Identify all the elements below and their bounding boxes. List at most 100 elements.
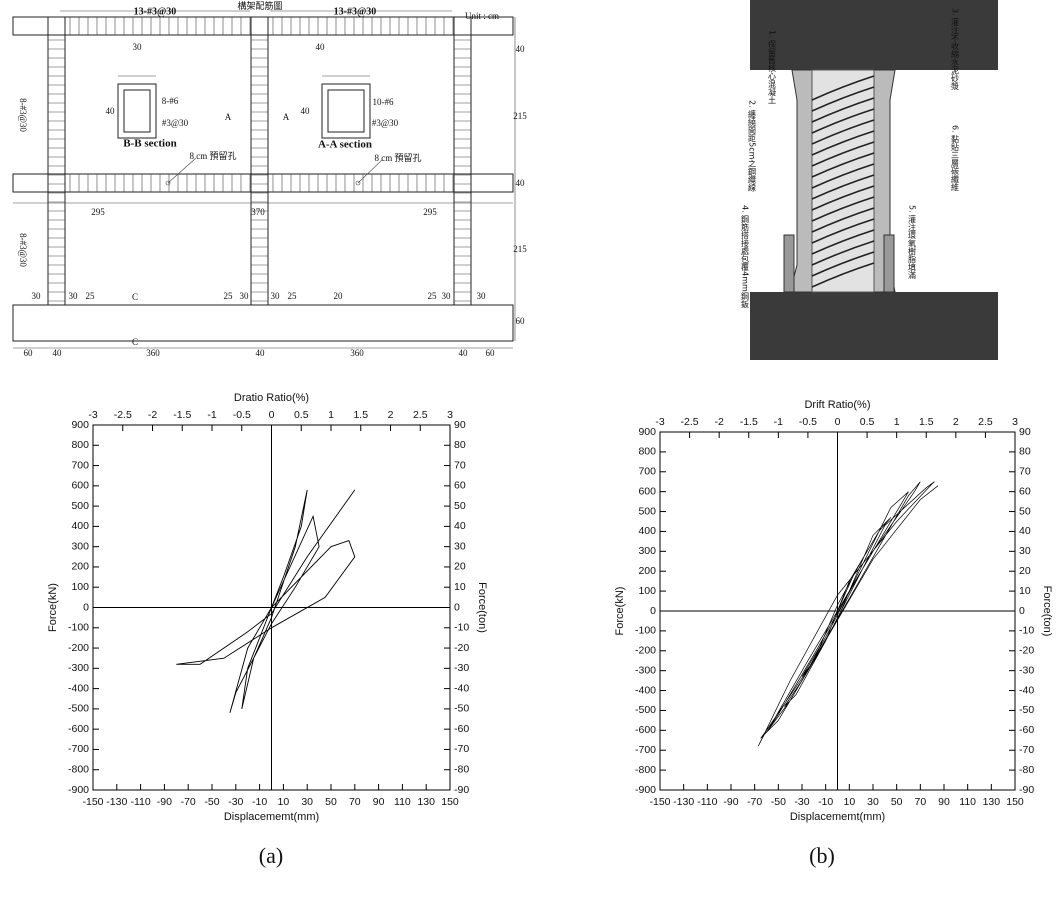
x-tick-label: 50: [891, 796, 903, 808]
helix: [811, 75, 875, 288]
y-tick-label: 700: [638, 466, 656, 478]
cable: [811, 108, 875, 134]
drawing-label: 30: [442, 291, 452, 301]
y-tick-label: -400: [68, 682, 89, 694]
x-tick-label: 70: [914, 796, 926, 808]
y2-tick-label: -30: [454, 662, 469, 674]
drawing-label: 30: [133, 42, 143, 52]
drawing-label: 360: [146, 348, 160, 358]
x-tick-label: 110: [394, 796, 411, 808]
y2-tick-label: 40: [1019, 525, 1031, 537]
diagram-label: 6. 黏貼三層碳纖維: [951, 125, 960, 192]
x2-tick-label: -3: [88, 409, 97, 421]
y2-tick-label: 60: [454, 480, 466, 492]
y-tick-label: 600: [71, 480, 89, 492]
drawing-title: 構架配筋圖: [237, 0, 282, 11]
y-axis-label: Force(kN): [47, 583, 59, 632]
x-tick-label: 130: [417, 796, 435, 808]
drawing-label: 40: [106, 106, 116, 116]
drawing-label: 370: [251, 207, 265, 217]
x-tick-label: -30: [794, 796, 809, 808]
x2-tick-label: 3: [447, 409, 453, 421]
y-tick-label: 200: [638, 565, 656, 577]
cable: [811, 185, 875, 211]
chart-title: Drift Ratio(%): [804, 399, 870, 411]
y-tick-label: -200: [68, 642, 89, 654]
y-tick-label: -600: [68, 723, 89, 735]
drawing-label: 25: [224, 291, 234, 301]
drawing-label: 13-#3@30: [134, 6, 177, 17]
x-tick-label: 90: [938, 796, 950, 808]
y2-tick-label: -60: [454, 723, 469, 735]
y-tick-label: -200: [635, 645, 656, 657]
top-block: [750, 0, 998, 70]
y2-tick-label: -40: [1019, 684, 1034, 696]
drawing-label: 8-#3@30: [18, 233, 28, 267]
y-tick-label: 700: [71, 459, 89, 471]
y-tick-label: -100: [635, 625, 656, 637]
y-tick-label: -600: [635, 724, 656, 736]
x2-tick-label: -2: [148, 409, 157, 421]
y2-tick-label: -30: [1019, 664, 1034, 676]
x-tick-label: -150: [82, 796, 103, 808]
diagram-label: 1. 保留舊核心混凝土: [768, 30, 777, 104]
repair-diagram: 1. 保留舊核心混凝土 2. 纏繞間距5cm之鋼纜線 3. 灌注不收縮水泥砂漿 4. …: [741, 0, 998, 360]
y-tick-label: 500: [71, 500, 89, 512]
y2-tick-label: -60: [1019, 724, 1034, 736]
y2-axis-label: Force(ton): [1041, 586, 1053, 637]
drawing-label: 30: [477, 291, 487, 301]
diagram-label: 4. 鋼筋搭接處包覆4mm鋼鈑: [741, 205, 750, 309]
x2-tick-label: -2.5: [114, 409, 132, 421]
middle-beam: [12, 173, 514, 193]
y2-tick-label: 90: [454, 419, 466, 431]
drawing-label: 8 cm 預留孔: [190, 150, 237, 161]
x2-tick-label: -3: [655, 416, 664, 428]
frame-drawing: 構架配筋圖 Unit : cm 13-#3@30 13-#3@30 30 40 8-#6…: [12, 0, 527, 358]
x-tick-label: 150: [1006, 796, 1024, 808]
y2-tick-label: -50: [454, 703, 469, 715]
drawing-label: 295: [423, 207, 437, 217]
x2-tick-label: 1.5: [919, 416, 934, 428]
x2-tick-label: 0: [835, 416, 841, 428]
x2-tick-label: -0.5: [233, 409, 251, 421]
x-tick-label: 30: [301, 796, 313, 808]
hole: [165, 180, 171, 186]
drawing-label: 30: [240, 291, 250, 301]
section-a-core: [327, 89, 365, 133]
drawing-label: 215: [513, 111, 527, 121]
y-tick-label: 0: [83, 601, 89, 613]
x-tick-label: -70: [747, 796, 762, 808]
cable: [811, 207, 875, 233]
y2-tick-label: 70: [1019, 466, 1031, 478]
drawing-label: 25: [288, 291, 298, 301]
y-tick-label: -800: [68, 764, 89, 776]
x2-tick-label: 2.5: [413, 409, 428, 421]
unit-label: Unit : cm: [465, 11, 499, 21]
y2-tick-label: 30: [454, 540, 466, 552]
y-tick-label: -700: [635, 744, 656, 756]
caption: (a): [259, 843, 283, 868]
cable: [811, 119, 875, 145]
caption: (b): [809, 843, 835, 868]
drawing-label: 10-#6: [373, 97, 394, 107]
diagram-label: 2. 纏繞間距5cm之鋼纜線: [748, 100, 757, 191]
cable: [811, 218, 875, 244]
diagram-label: 3. 灌注不收縮水泥砂漿: [951, 8, 960, 90]
y-tick-label: 0: [650, 605, 656, 617]
x2-tick-label: 0: [269, 409, 275, 421]
drawing-label: A: [225, 112, 232, 122]
y2-tick-label: -70: [1019, 744, 1034, 756]
y-tick-label: -900: [635, 784, 656, 796]
drawing-label: 30: [271, 291, 281, 301]
x-tick-label: -90: [723, 796, 738, 808]
foundation: [12, 304, 514, 342]
y2-tick-label: -80: [1019, 764, 1034, 776]
y-tick-label: -100: [68, 622, 89, 634]
cable: [811, 97, 875, 123]
cable: [811, 152, 875, 178]
section-a-box: [321, 83, 371, 139]
x2-tick-label: -1: [207, 409, 216, 421]
y2-tick-label: -10: [454, 622, 469, 634]
cable: [811, 163, 875, 189]
y-tick-label: -400: [635, 684, 656, 696]
